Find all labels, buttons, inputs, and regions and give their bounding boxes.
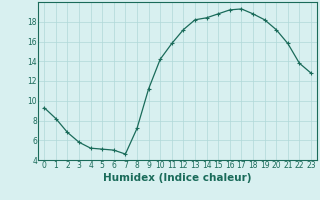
X-axis label: Humidex (Indice chaleur): Humidex (Indice chaleur) (103, 173, 252, 183)
